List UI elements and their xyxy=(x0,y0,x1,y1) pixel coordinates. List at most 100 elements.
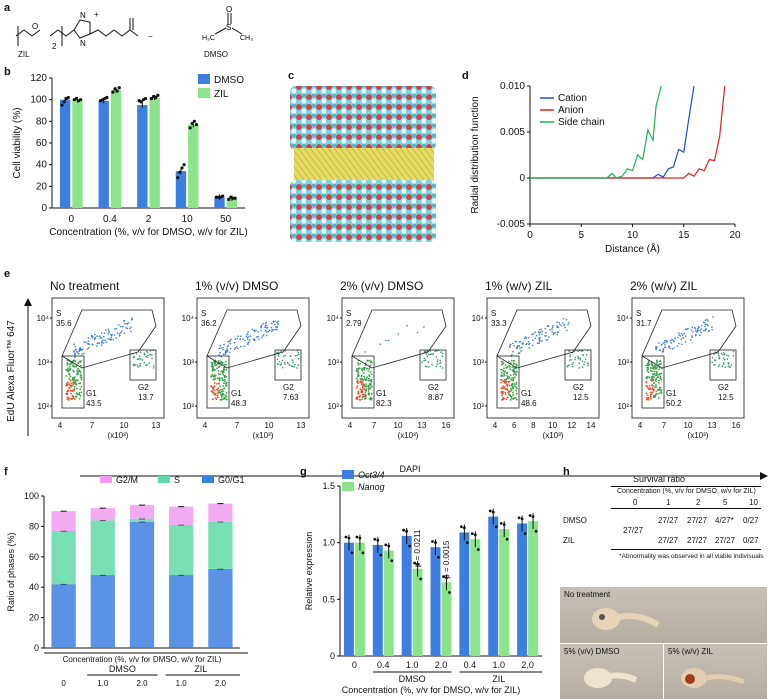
cell-dot xyxy=(273,323,276,326)
cell-dot xyxy=(658,379,660,382)
x-tick-label: 4 xyxy=(638,421,643,430)
cell-dot xyxy=(655,366,658,369)
cell-dot xyxy=(581,360,584,362)
cell-dot xyxy=(687,327,689,330)
row-zil-1: 27/27 xyxy=(658,536,679,545)
cell-dot xyxy=(579,358,581,361)
cell-dot xyxy=(365,367,368,370)
bar xyxy=(354,542,365,656)
cell-dot xyxy=(227,340,229,343)
cell-dot xyxy=(527,343,530,346)
cell-dot xyxy=(78,347,81,350)
zil-label: ZIL xyxy=(18,50,30,59)
cell-dot xyxy=(370,373,373,376)
data-point xyxy=(376,539,380,542)
chart-e-flow-cytometry: EdU Alexa Fluor™ 647 DAPI No treatment 10² 1… xyxy=(6,279,768,480)
cell-dot xyxy=(243,345,245,347)
cell-dot xyxy=(213,360,215,363)
cell-dot xyxy=(689,339,692,341)
data-point xyxy=(379,553,383,557)
data-point xyxy=(465,541,469,545)
cell-dot xyxy=(556,331,559,334)
embryo-icon xyxy=(681,668,745,688)
y-tick-label: 10³ xyxy=(37,358,49,367)
cell-dot xyxy=(210,385,213,388)
cell-dot xyxy=(109,338,112,341)
cell-dot xyxy=(686,328,688,330)
cell-dot xyxy=(365,388,368,390)
cell-dot xyxy=(260,326,262,328)
cell-dot xyxy=(214,375,216,378)
cell-dot xyxy=(711,326,713,328)
y-tick-label: 10⁴ xyxy=(327,314,340,323)
cell-dot xyxy=(360,368,363,371)
stacked-bar xyxy=(90,575,115,648)
p-value-1: p = 0.0211 xyxy=(413,529,422,567)
gate-value-s: 31.7 xyxy=(636,319,652,328)
bar xyxy=(98,100,109,208)
cell-dot xyxy=(283,361,286,364)
cell-dot xyxy=(503,367,505,370)
legend-label: Side chain xyxy=(558,117,605,128)
cell-dot xyxy=(79,371,82,374)
data-point xyxy=(405,529,409,533)
cell-dot xyxy=(656,360,658,363)
cell-dot xyxy=(512,362,515,365)
cell-dot xyxy=(126,323,128,325)
stacked-bar xyxy=(51,511,76,531)
cell-dot xyxy=(560,324,563,327)
cell-dot xyxy=(546,325,549,327)
embryo-photo-no-treatment: No treatment xyxy=(560,587,767,643)
cell-dot xyxy=(650,367,652,369)
cell-dot xyxy=(77,362,79,364)
cell-dot xyxy=(512,391,514,394)
cell-dot xyxy=(68,383,71,386)
cell-dot xyxy=(544,331,547,334)
cell-dot xyxy=(246,338,249,341)
survival-footnote: *Abnormality was observed in all viable … xyxy=(619,553,764,560)
cell-dot xyxy=(217,370,220,372)
cell-dot xyxy=(152,367,155,369)
cell-dot xyxy=(225,395,228,398)
cell-dot xyxy=(224,360,227,363)
cell-dot xyxy=(668,347,671,349)
cell-dot xyxy=(505,380,508,383)
data-point xyxy=(517,516,521,520)
cell-dot xyxy=(136,358,139,361)
cell-dot xyxy=(264,324,267,327)
cell-dot xyxy=(501,374,503,376)
embryo-photo-zil: 5% (w/v) ZIL xyxy=(664,644,767,699)
cell-dot xyxy=(503,374,506,377)
cell-dot xyxy=(88,346,90,349)
cell-dot xyxy=(212,378,215,381)
rdf-line-side-chain xyxy=(530,85,662,179)
cell-dot xyxy=(357,392,360,394)
cell-dot xyxy=(220,396,223,398)
cell-dot xyxy=(278,360,281,363)
cell-dot xyxy=(571,365,574,368)
cell-dot xyxy=(221,398,224,401)
x-tick-label: 10 xyxy=(182,214,194,225)
cell-dot xyxy=(646,366,649,369)
cell-dot xyxy=(75,387,78,390)
cell-dot xyxy=(660,378,663,381)
cell-dot xyxy=(551,328,553,330)
cell-dot xyxy=(104,329,107,331)
cell-dot xyxy=(68,369,71,372)
data-point xyxy=(74,96,79,101)
bar xyxy=(343,542,354,656)
cell-dot xyxy=(75,365,78,368)
cell-dot xyxy=(226,348,228,350)
cell-dot xyxy=(75,395,77,398)
cell-dot xyxy=(74,380,77,383)
cell-dot xyxy=(511,366,514,368)
cell-dot xyxy=(717,365,720,367)
stacked-bar xyxy=(129,521,155,648)
data-point xyxy=(221,194,225,198)
x-tick-label: 4 xyxy=(203,421,208,430)
cell-dot xyxy=(510,359,513,362)
cell-dot xyxy=(220,370,223,373)
y-tick-label: 0.010 xyxy=(500,81,525,92)
cell-dot xyxy=(73,370,75,373)
x-tick-label: 5 xyxy=(578,230,584,241)
